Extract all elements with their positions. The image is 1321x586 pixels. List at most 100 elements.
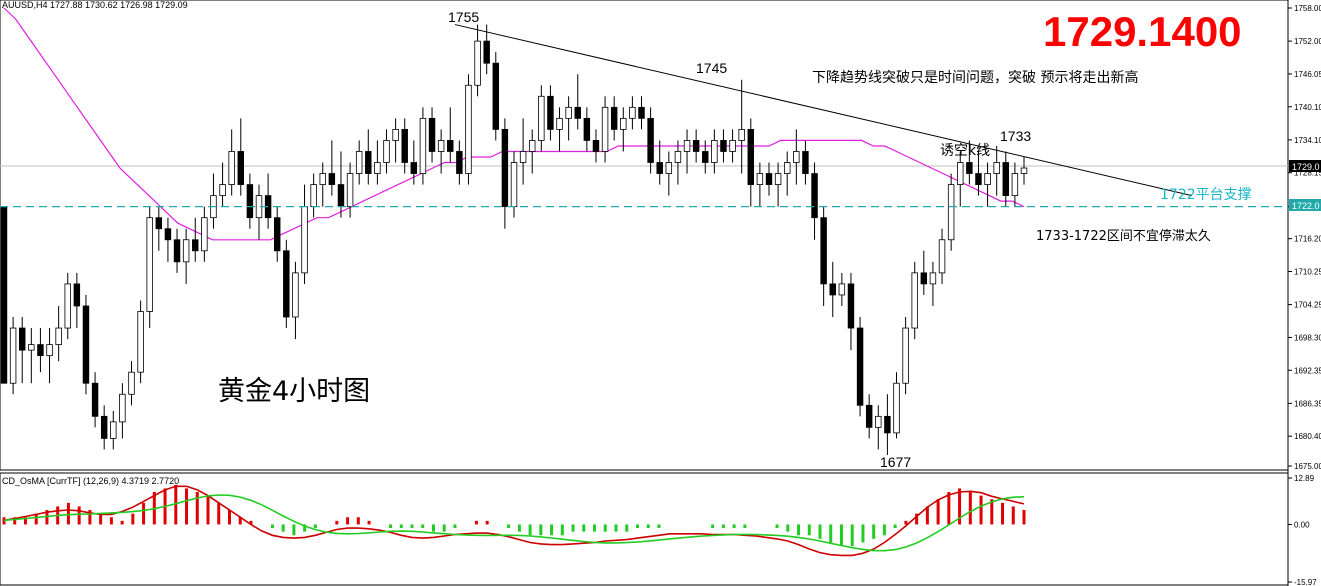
candle bbox=[683, 129, 691, 174]
candle bbox=[383, 129, 390, 174]
price-tick-label: 1686.35 bbox=[1294, 399, 1321, 408]
indicator-axis: 12.89 0.00 -15.97 bbox=[1288, 474, 1317, 586]
range-note: 1733-1722区间不宜停滞太久 bbox=[1036, 228, 1211, 244]
candle bbox=[519, 118, 527, 185]
macd-line bbox=[3, 485, 1025, 557]
indicator-label: CD_OsMA [CurrTF] (12,26,9) 4.3719 2.7720 bbox=[2, 476, 179, 486]
candle bbox=[228, 129, 235, 196]
candle bbox=[64, 272, 71, 340]
candle bbox=[146, 206, 153, 329]
support-label: 1722平台支撑 bbox=[1160, 187, 1252, 203]
label-1755: 1755 bbox=[448, 9, 479, 25]
candle bbox=[292, 261, 299, 340]
candle bbox=[528, 129, 536, 174]
price-tick-label: 1675.00 bbox=[1294, 462, 1321, 471]
candle bbox=[957, 151, 964, 207]
current-price-tag-text: 1729.0 bbox=[1292, 162, 1320, 172]
candle bbox=[201, 206, 208, 262]
price-tick-label: 1728.15 bbox=[1294, 169, 1321, 178]
candle bbox=[966, 140, 973, 185]
label-1733: 1733 bbox=[1000, 128, 1031, 144]
candle bbox=[18, 317, 26, 384]
candle bbox=[729, 129, 736, 163]
candle bbox=[28, 328, 35, 384]
price-tick-label: 1734.10 bbox=[1294, 136, 1321, 145]
candle bbox=[319, 162, 326, 207]
candle bbox=[847, 272, 855, 351]
candle bbox=[802, 140, 809, 185]
candle bbox=[565, 96, 572, 141]
candle bbox=[1020, 156, 1028, 185]
candle bbox=[173, 228, 181, 273]
candle bbox=[738, 79, 745, 174]
candle bbox=[620, 107, 627, 152]
candle bbox=[647, 107, 654, 174]
price-tick-label: 1704.25 bbox=[1294, 301, 1321, 310]
candle bbox=[720, 129, 727, 163]
candle bbox=[911, 261, 918, 340]
candle bbox=[110, 410, 117, 450]
candle bbox=[665, 151, 673, 196]
candle bbox=[219, 162, 226, 207]
price-tick-label: 1752.00 bbox=[1294, 37, 1321, 46]
label-1677: 1677 bbox=[880, 454, 911, 470]
candle bbox=[492, 52, 500, 141]
price-tick-label: 1740.10 bbox=[1294, 103, 1321, 112]
candle bbox=[128, 361, 135, 406]
candle bbox=[975, 151, 982, 196]
candle bbox=[428, 107, 436, 163]
candle bbox=[401, 118, 408, 174]
price-tick-label: 1692.35 bbox=[1294, 366, 1321, 375]
candle bbox=[902, 317, 909, 395]
candle bbox=[820, 206, 827, 306]
trend-line bbox=[454, 24, 1193, 197]
candle bbox=[447, 107, 454, 163]
candle bbox=[137, 300, 144, 384]
candle bbox=[938, 228, 946, 284]
signal-line bbox=[3, 494, 1025, 552]
indicator-panel bbox=[0, 472, 1289, 586]
candle bbox=[656, 140, 663, 185]
candle bbox=[692, 129, 700, 163]
candle bbox=[610, 96, 618, 141]
candle bbox=[0, 206, 8, 384]
candle bbox=[811, 162, 818, 240]
candle bbox=[711, 129, 718, 174]
candle bbox=[328, 140, 336, 196]
candle bbox=[538, 85, 545, 152]
price-axis: 1758.00 1752.00 1746.05 1740.10 1734.10 1728.… bbox=[1288, 4, 1321, 471]
candle bbox=[55, 305, 62, 362]
candle bbox=[629, 96, 636, 130]
candle bbox=[865, 394, 873, 439]
candle bbox=[182, 228, 190, 284]
candle bbox=[100, 405, 108, 450]
candle bbox=[638, 96, 645, 130]
trap-candle-label: 诱空k线 bbox=[940, 143, 990, 159]
candle bbox=[73, 272, 81, 329]
candle bbox=[365, 129, 372, 185]
candle bbox=[993, 145, 1000, 196]
candle bbox=[984, 162, 991, 207]
candle bbox=[501, 118, 509, 229]
candle bbox=[437, 129, 445, 174]
candle bbox=[765, 162, 773, 196]
candle bbox=[355, 140, 363, 185]
candle bbox=[283, 239, 290, 329]
candle bbox=[474, 24, 481, 97]
symbol-info: AUUSD,H4 1727.88 1730.62 1726.98 1729.09 bbox=[2, 0, 188, 10]
candle bbox=[920, 250, 928, 295]
candle bbox=[929, 261, 937, 306]
price-tick-label: 1710.25 bbox=[1294, 267, 1321, 276]
big-price: 1729.1400 bbox=[1043, 8, 1242, 55]
candle bbox=[1002, 151, 1010, 207]
candle bbox=[483, 24, 490, 75]
candle bbox=[702, 140, 709, 174]
candle bbox=[829, 261, 836, 318]
candle bbox=[547, 85, 554, 141]
candle bbox=[374, 140, 381, 185]
candle bbox=[838, 272, 846, 306]
candle bbox=[756, 162, 764, 207]
candle bbox=[410, 140, 418, 185]
price-tick-label: 1746.05 bbox=[1294, 70, 1321, 79]
